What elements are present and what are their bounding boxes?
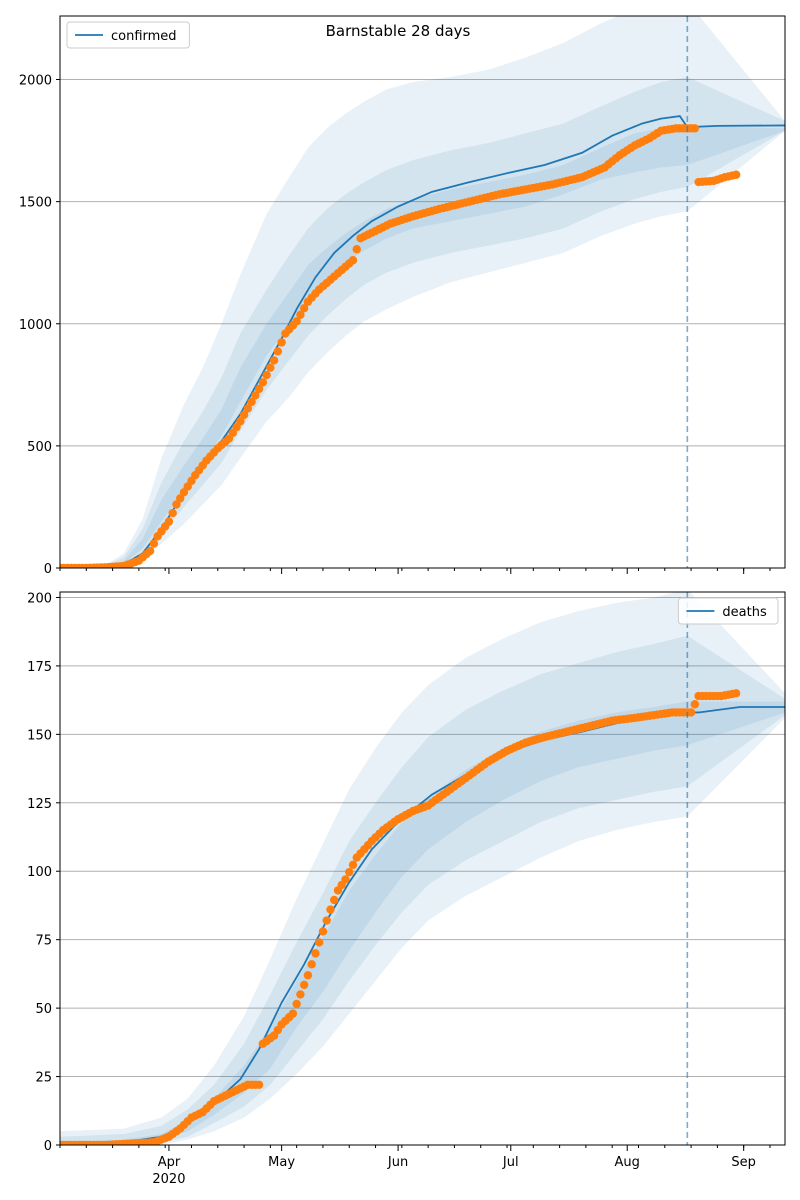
observed-point — [164, 517, 174, 526]
legend-box — [677, 597, 779, 625]
observed-point — [266, 363, 275, 372]
legend-label: deaths — [722, 605, 767, 620]
observed-point — [322, 916, 331, 925]
observed-point — [172, 500, 181, 509]
observed-point — [303, 971, 313, 980]
observed-point — [296, 990, 305, 999]
observed-point — [348, 256, 358, 265]
observed-point — [258, 378, 268, 387]
legend-label: confirmed — [111, 29, 177, 44]
x-tick-label: Aug — [615, 1155, 640, 1170]
y-tick-label: 1500 — [19, 196, 52, 211]
y-tick-label: 2000 — [19, 74, 52, 89]
observed-point — [341, 875, 350, 884]
observed-point — [243, 404, 253, 413]
y-tick-label: 125 — [27, 797, 52, 812]
uncertainty-band-outer — [60, 592, 785, 1145]
x-tick-label: Jul — [502, 1155, 519, 1170]
observed-point — [299, 980, 309, 990]
observed-point — [326, 905, 335, 914]
observed-point — [314, 938, 324, 947]
plot-area — [60, 16, 785, 568]
observed-point — [273, 347, 283, 356]
observed-point — [299, 304, 309, 313]
observed-point — [690, 124, 700, 133]
deaths-panel: 0 25 50 75 100 125 150 175 200 deaths — [27, 591, 786, 1154]
y-tick-label: 0 — [44, 562, 52, 577]
y-tick-label: 1000 — [19, 318, 52, 333]
observed-point — [330, 895, 339, 905]
y-tick-label: 0 — [44, 1139, 52, 1154]
x-tick-label: Sep — [731, 1155, 756, 1170]
legend: deaths — [677, 597, 779, 625]
confirmed-panel: 0 500 1000 1500 2000 confirmed — [19, 15, 786, 577]
observed-point — [251, 391, 260, 400]
observed-point — [269, 356, 279, 365]
observed-point — [731, 689, 741, 698]
uncertainty-band-middle — [60, 635, 785, 1145]
figure-title: Barnstable 28 days — [326, 22, 471, 40]
uncertainty-band-middle — [86, 77, 785, 568]
observed-point — [311, 949, 320, 958]
x-tick-label: Jun — [387, 1155, 408, 1170]
uncertainty-band-outer — [86, 16, 785, 568]
observed-point — [292, 317, 301, 326]
observed-point — [686, 708, 696, 717]
observed-point — [348, 860, 358, 870]
observed-point — [254, 384, 264, 394]
x-tick-label: Apr — [158, 1155, 181, 1170]
observed-point — [345, 867, 354, 877]
observed-point — [277, 338, 286, 347]
y-tick-label: 100 — [27, 865, 52, 880]
y-tick-label: 500 — [27, 440, 52, 455]
observed-point — [247, 397, 256, 407]
y-tick-label: 25 — [35, 1071, 52, 1086]
observed-point — [262, 370, 271, 380]
observed-point — [254, 1080, 264, 1089]
x-tick-sublabel: 2020 — [152, 1172, 185, 1187]
observed-point — [296, 310, 305, 319]
observed-point — [690, 700, 700, 709]
observed-point — [145, 546, 155, 556]
observed-point — [292, 999, 301, 1009]
y-tick-label: 150 — [27, 728, 52, 743]
legend-box — [66, 21, 190, 49]
observed-point — [318, 927, 328, 936]
plot-area — [60, 592, 785, 1145]
y-tick-label: 75 — [35, 934, 52, 949]
observed-point — [149, 539, 159, 548]
observed-point — [731, 170, 741, 179]
observed-point — [307, 960, 316, 969]
observed-point — [168, 508, 177, 518]
observed-point — [288, 1009, 298, 1018]
y-tick-label: 200 — [27, 591, 52, 606]
observed-point — [176, 494, 185, 503]
observed-point — [239, 410, 249, 420]
legend: confirmed — [66, 21, 190, 49]
axes-frame — [59, 15, 786, 569]
uncertainty-band-inner — [86, 125, 785, 568]
observed-point — [352, 245, 361, 254]
axes-frame — [59, 591, 786, 1146]
y-tick-label: 175 — [27, 660, 52, 675]
observed-point — [236, 417, 245, 426]
x-tick-label: May — [268, 1155, 295, 1170]
y-tick-label: 50 — [35, 1002, 52, 1017]
shared-x-axis: Apr 2020 May Jun Jul Aug Sep — [152, 1155, 756, 1187]
